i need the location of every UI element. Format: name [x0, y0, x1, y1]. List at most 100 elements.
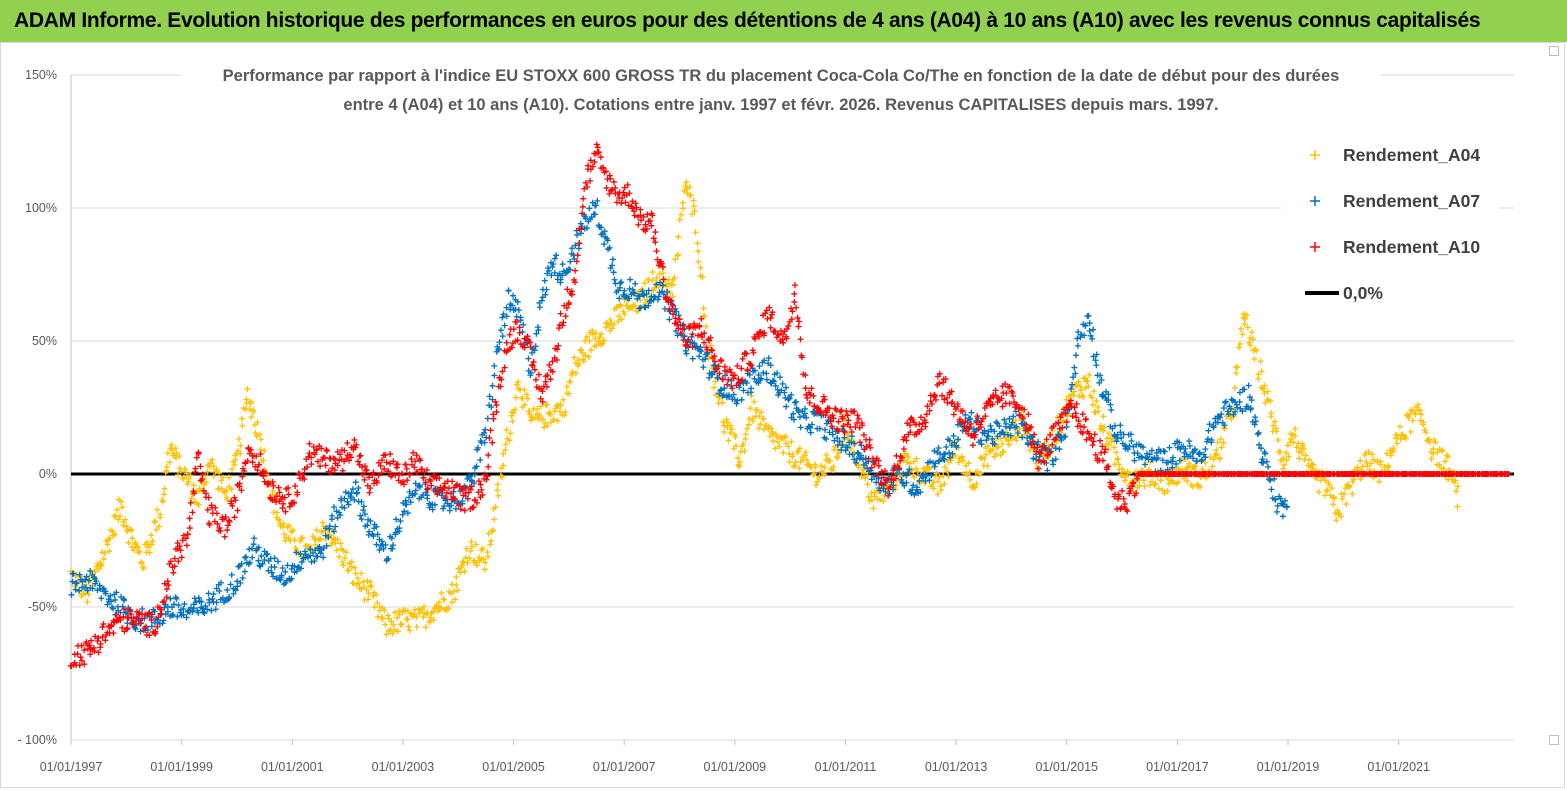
data-point: [826, 405, 833, 412]
data-point: [816, 473, 823, 480]
data-point: [632, 200, 639, 207]
data-point: [88, 637, 95, 644]
data-point: [1279, 513, 1286, 520]
data-point: [945, 473, 952, 480]
data-point: [252, 463, 259, 470]
data-point: [687, 192, 694, 199]
data-point: [1083, 436, 1090, 443]
data-point: [314, 458, 321, 465]
data-point: [1217, 436, 1224, 443]
data-point: [1006, 424, 1013, 431]
data-point: [567, 258, 574, 265]
data-point: [555, 342, 562, 349]
data-point: [516, 324, 523, 331]
data-point: [503, 426, 510, 433]
data-point: [698, 348, 705, 355]
data-point: [1109, 483, 1116, 490]
data-point: [1128, 431, 1134, 438]
data-point: [264, 550, 271, 557]
data-point: [337, 540, 344, 547]
x-tick-label: 01/01/2009: [704, 760, 767, 774]
data-point: [1251, 355, 1258, 362]
data-point: [1089, 394, 1096, 401]
data-point: [786, 395, 793, 402]
data-point: [1253, 347, 1260, 354]
data-point: [228, 498, 235, 505]
data-point: [1210, 424, 1217, 431]
data-point: [660, 276, 667, 283]
data-point: [234, 447, 241, 454]
data-point: [653, 281, 660, 288]
data-point: [697, 264, 704, 271]
data-point: [870, 505, 877, 512]
data-point: [92, 633, 99, 640]
data-point: [1454, 483, 1461, 490]
data-point: [1081, 332, 1088, 339]
data-point: [1261, 390, 1268, 397]
data-point: [1047, 431, 1054, 438]
data-point: [103, 632, 110, 639]
data-point: [505, 287, 512, 294]
data-point: [991, 428, 998, 435]
data-point: [728, 426, 735, 433]
data-point: [772, 445, 779, 452]
data-point: [195, 501, 202, 508]
data-point: [942, 376, 949, 383]
data-point: [1454, 503, 1461, 510]
data-point: [795, 409, 802, 416]
legend: Rendement_A04Rendement_A07Rendement_A100…: [1281, 138, 1499, 328]
data-point: [457, 569, 464, 576]
data-point: [515, 307, 522, 314]
data-point: [651, 284, 658, 291]
data-point: [783, 403, 790, 410]
data-point: [575, 357, 582, 364]
data-point: [1154, 455, 1161, 462]
data-point: [598, 224, 605, 231]
data-point: [814, 404, 821, 411]
data-point: [69, 578, 76, 585]
data-point: [1159, 457, 1166, 464]
data-point: [352, 444, 359, 451]
data-point: [238, 415, 245, 422]
data-point: [1034, 444, 1041, 451]
data-point: [1212, 452, 1219, 459]
data-point: [880, 498, 887, 505]
data-point: [551, 255, 558, 262]
data-point: [539, 388, 546, 395]
data-point: [387, 460, 394, 467]
data-point: [1077, 423, 1084, 430]
data-point: [460, 485, 467, 492]
data-point: [1218, 444, 1225, 451]
data-point: [763, 376, 770, 383]
data-point: [345, 567, 352, 574]
data-point: [182, 535, 189, 542]
data-point: [385, 555, 392, 562]
data-point: [578, 346, 585, 353]
data-point: [659, 270, 666, 277]
data-point: [503, 339, 510, 346]
data-point: [650, 235, 657, 242]
data-point: [747, 405, 754, 412]
data-point: [506, 331, 513, 338]
data-point: [1277, 448, 1284, 455]
resize-handle-bottom-right[interactable]: [1549, 735, 1559, 745]
data-point: [569, 245, 576, 252]
data-point: [375, 472, 382, 479]
data-point: [181, 601, 188, 608]
data-point: [844, 444, 851, 451]
data-point: [208, 607, 215, 614]
data-point: [228, 486, 235, 493]
data-point: [373, 591, 380, 598]
resize-handle-top-right[interactable]: [1549, 46, 1559, 56]
data-point: [438, 604, 445, 611]
data-point: [701, 312, 708, 319]
axes: 150%100%50%0%-50%- 100%01/01/1997 01/01/1…: [17, 68, 1514, 774]
data-point: [440, 484, 447, 491]
data-point: [473, 541, 480, 548]
data-point: [1262, 399, 1269, 406]
data-point: [1224, 408, 1231, 415]
data-point: [835, 428, 842, 435]
data-point: [271, 564, 278, 571]
data-point: [453, 582, 460, 589]
data-point: [1124, 508, 1131, 515]
